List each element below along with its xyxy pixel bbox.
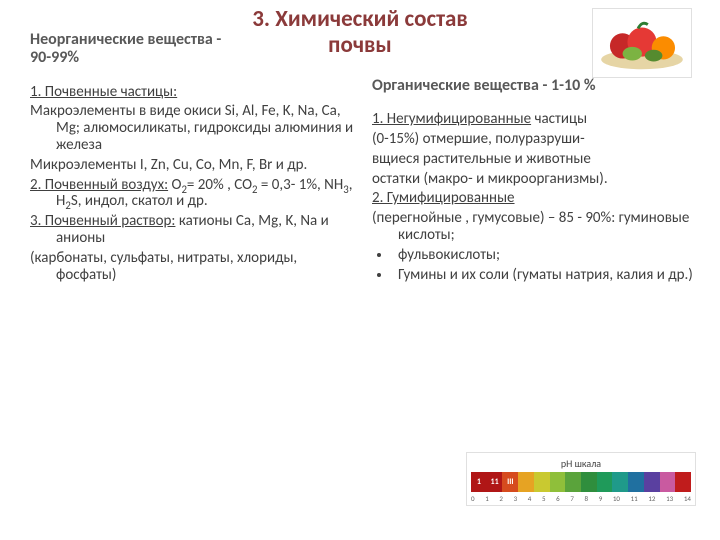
soil-air-heading: 2. Почвенный воздух: — [30, 176, 168, 194]
ph-cell — [612, 472, 628, 492]
bullet-humins: Гумины и их соли (гуматы натрия, калия и… — [392, 267, 698, 284]
ph-cell — [550, 472, 566, 492]
inorganic-subhead-line-1: Неорганические вещества - — [30, 30, 221, 49]
humified-bullets: фульвокислоты; Гумины и их соли (гуматы … — [372, 247, 698, 284]
nonhumified-l4: остатки (макро- и микроорганизмы). — [372, 171, 698, 188]
ph-axis-tick: 10 — [613, 494, 620, 503]
macroelements-para: Макроэлементы в виде окиси Si, Al, Fe, K… — [30, 103, 356, 153]
ph-title: pH шкала — [471, 457, 691, 470]
ph-cell: 11 — [487, 472, 503, 492]
ph-axis-tick: 1 — [485, 494, 489, 503]
ph-cell — [518, 472, 534, 492]
soil-solution-para: 3. Почвенный раствор: катионы Ca, Mg, K,… — [30, 213, 356, 247]
title-line-1: 3. Химический состав — [252, 5, 468, 33]
humified-heading: 2. Гумифицированные — [372, 189, 515, 207]
right-column: Органические вещества - 1-10 % 1. Негуми… — [370, 59, 698, 287]
soil-particles-heading: 1. Почвенные частицы: — [30, 83, 177, 101]
ph-axis-tick: 9 — [599, 494, 603, 503]
ph-cell — [565, 472, 581, 492]
ph-cell: III — [502, 472, 518, 492]
ph-cell — [597, 472, 613, 492]
ph-cell — [660, 472, 676, 492]
soil-solution-anions: (карбонаты, сульфаты, нитраты, хлориды, … — [30, 250, 356, 284]
microelements-para: Микроэлементы I, Zn, Cu, Co, Mn, F, Br и… — [30, 157, 356, 174]
ph-axis-tick: 4 — [528, 494, 532, 503]
humified-detail: (перегнойные , гумусовые) – 85 - 90%: гу… — [372, 210, 698, 244]
ph-cell — [581, 472, 597, 492]
ph-axis-tick: 12 — [648, 494, 655, 503]
nonhumified-l2: (0-15%) отмершие, полуразруши- — [372, 131, 698, 148]
soil-air-para: 2. Почвенный воздух: O2= 20% , CO2 = 0,3… — [30, 177, 356, 211]
ph-cell — [534, 472, 550, 492]
nonhumified-rest: частицы — [531, 110, 587, 128]
vegetables-image — [592, 8, 692, 78]
ph-axis-tick: 11 — [631, 494, 638, 503]
ph-axis-tick: 7 — [570, 494, 574, 503]
ph-axis-tick: 14 — [684, 494, 691, 503]
ph-cell — [675, 472, 691, 492]
ph-axis-tick: 8 — [585, 494, 589, 503]
ph-axis: 01234567891011121314 — [471, 492, 691, 503]
ph-strip: 111III — [471, 472, 691, 492]
nonhumified-line: 1. Негумифицированные частицы — [372, 111, 698, 128]
ph-axis-tick: 5 — [542, 494, 546, 503]
nonhumified-l3: вщиеся растительные и животные — [372, 151, 698, 168]
bullet-fulvo: фульвокислоты; — [392, 247, 698, 264]
ph-axis-tick: 6 — [556, 494, 560, 503]
left-column: Неорганические вещества - 90-99% 1. Почв… — [30, 59, 370, 287]
ph-axis-tick: 0 — [471, 494, 475, 503]
ph-cell: 1 — [471, 472, 487, 492]
ph-axis-tick: 3 — [514, 494, 518, 503]
soil-solution-heading: 3. Почвенный раствор: — [30, 212, 175, 230]
ph-cell — [628, 472, 644, 492]
ph-cell — [644, 472, 660, 492]
ph-scale-image: pH шкала 111III 01234567891011121314 — [466, 452, 696, 506]
ph-axis-tick: 2 — [499, 494, 503, 503]
ph-axis-tick: 13 — [666, 494, 673, 503]
nonhumified-heading: 1. Негумифицированные — [372, 110, 531, 128]
inorganic-subhead: Неорганические вещества - 90-99% — [30, 31, 356, 68]
inorganic-subhead-line-2: 90-99% — [30, 48, 79, 67]
organic-subhead: Органические вещества - 1-10 % — [372, 77, 698, 95]
